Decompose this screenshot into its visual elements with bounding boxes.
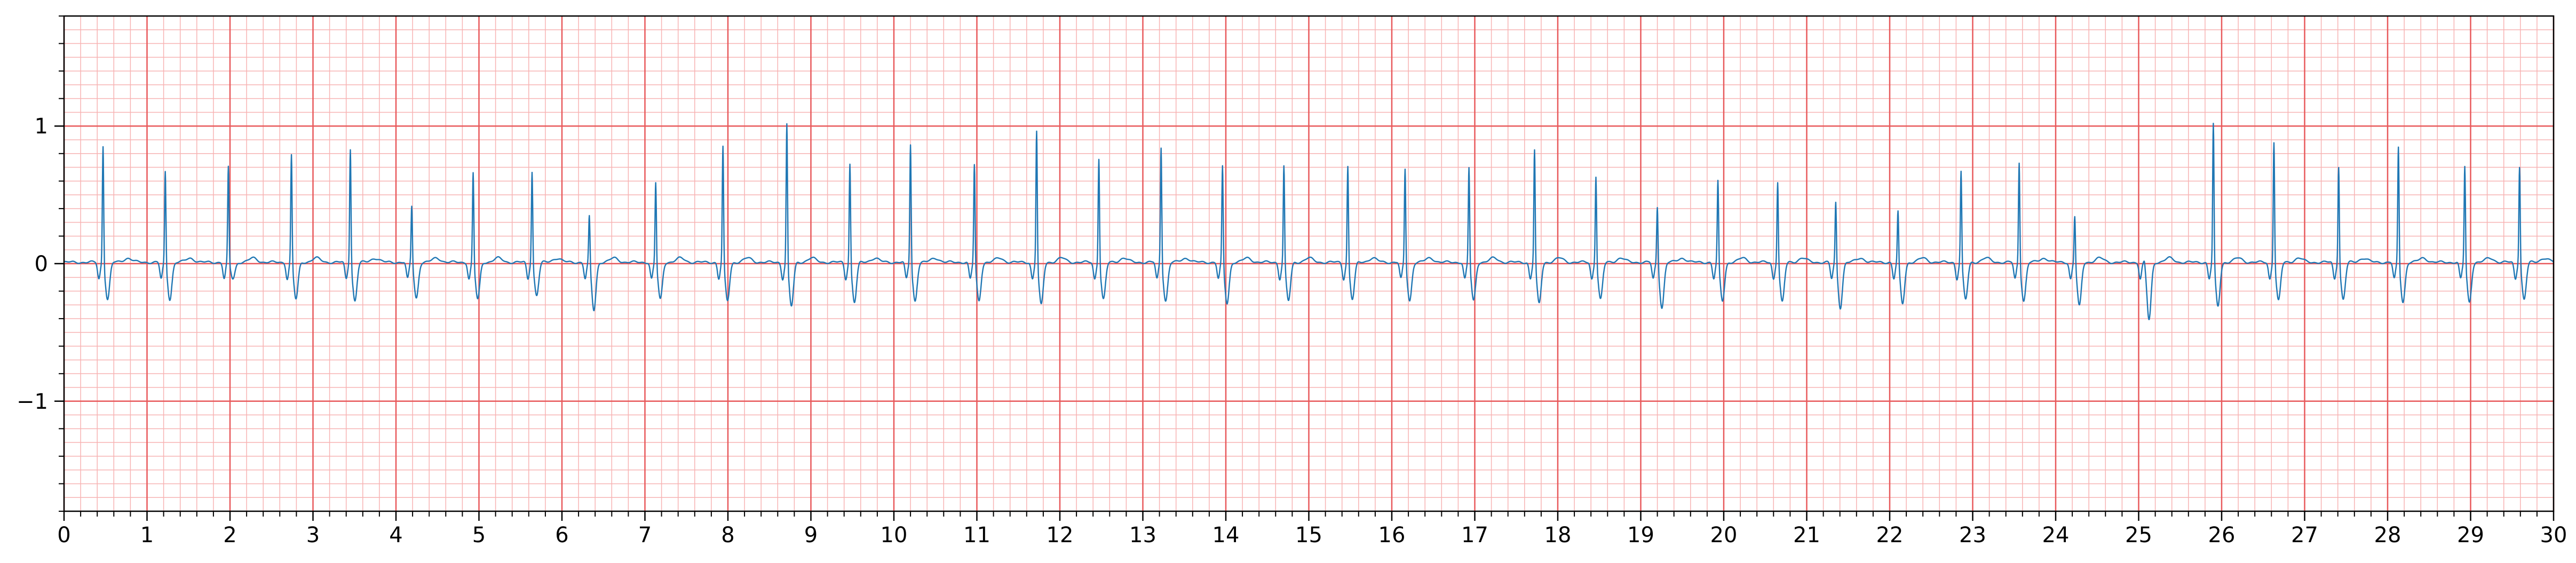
x-tick-label: 23 [1959, 523, 1986, 548]
x-tick-label: 7 [638, 523, 652, 548]
x-tick-label: 1 [140, 523, 154, 548]
x-tick-label: 13 [1129, 523, 1156, 548]
x-tick-label: 29 [2457, 523, 2484, 548]
x-tick-label: 6 [555, 523, 568, 548]
x-tick-label: 2 [223, 523, 236, 548]
x-tick-label: 14 [1212, 523, 1240, 548]
x-tick-label: 4 [389, 523, 402, 548]
x-tick-label: 12 [1047, 523, 1074, 548]
x-tick-label: 19 [1627, 523, 1654, 548]
x-tick-label: 30 [2540, 523, 2567, 548]
x-tick-label: 21 [1793, 523, 1820, 548]
x-tick-label: 26 [2208, 523, 2236, 548]
x-tick-label: 5 [472, 523, 486, 548]
y-tick-label: 1 [35, 114, 48, 139]
x-tick-label: 15 [1295, 523, 1322, 548]
x-tick-label: 11 [963, 523, 990, 548]
x-tick-label: 18 [1544, 523, 1572, 548]
x-tick-label: 25 [2125, 523, 2152, 548]
x-tick-label: 24 [2042, 523, 2070, 548]
x-tick-label: 9 [804, 523, 818, 548]
x-tick-label: 0 [57, 523, 70, 548]
x-tick-label: 10 [881, 523, 908, 548]
x-tick-label: 17 [1461, 523, 1488, 548]
x-tick-label: 3 [306, 523, 320, 548]
x-tick-label: 28 [2374, 523, 2401, 548]
y-tick-label: 0 [35, 252, 48, 276]
x-tick-label: 22 [1876, 523, 1904, 548]
x-tick-label: 27 [2291, 523, 2318, 548]
x-tick-label: 8 [721, 523, 734, 548]
x-tick-label: 20 [1710, 523, 1738, 548]
x-tick-label: 16 [1378, 523, 1406, 548]
y-tick-label: −1 [17, 390, 48, 414]
